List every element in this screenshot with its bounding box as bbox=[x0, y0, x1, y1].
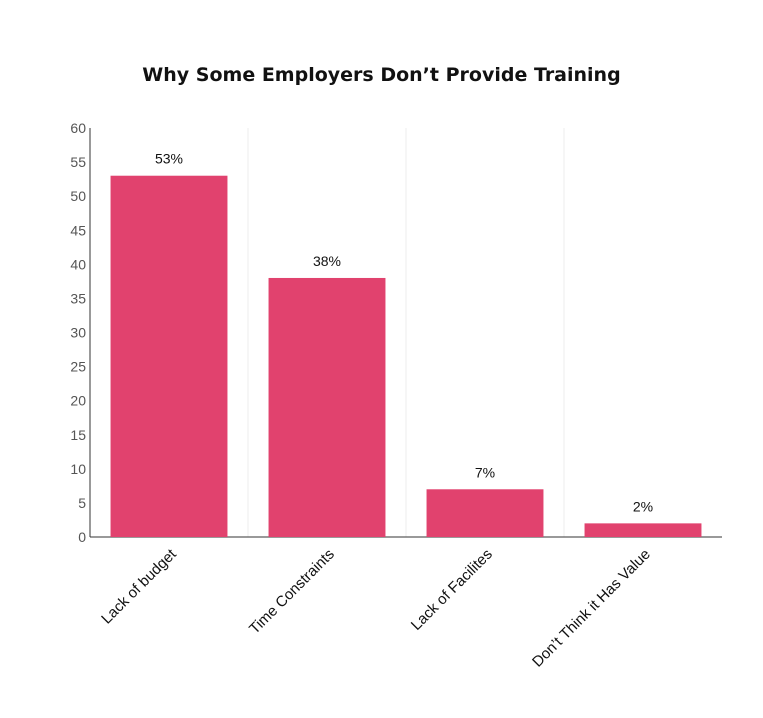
bar-value-label: 7% bbox=[475, 464, 495, 480]
data-labels: 53% 38% 7% 2% bbox=[155, 151, 653, 515]
y-tick-label: 30 bbox=[70, 325, 86, 341]
y-tick-label: 0 bbox=[78, 529, 86, 545]
y-axis-ticks: 0 5 10 15 20 25 30 35 40 45 50 55 60 bbox=[70, 120, 86, 545]
y-tick-label: 45 bbox=[70, 222, 86, 238]
y-tick-label: 5 bbox=[78, 495, 86, 511]
bar-value-label: 2% bbox=[633, 498, 653, 514]
y-tick-label: 35 bbox=[70, 290, 86, 306]
bar-value-label: 38% bbox=[313, 253, 341, 269]
x-category-label: Time Constraints bbox=[246, 546, 338, 638]
category-labels: Lack of budget Time Constraints Lack of Fa… bbox=[98, 545, 654, 670]
bar bbox=[584, 523, 702, 537]
y-tick-label: 50 bbox=[70, 188, 86, 204]
y-tick-label: 60 bbox=[70, 120, 86, 136]
x-category-label: Lack of budget bbox=[98, 545, 180, 627]
bar bbox=[110, 175, 228, 537]
y-tick-label: 40 bbox=[70, 256, 86, 272]
y-tick-label: 55 bbox=[70, 154, 86, 170]
bars bbox=[110, 175, 702, 537]
y-tick-label: 10 bbox=[70, 461, 86, 477]
grid-lines bbox=[247, 128, 565, 537]
x-category-label: Lack of Facilites bbox=[408, 546, 496, 634]
bar bbox=[268, 277, 386, 537]
y-tick-label: 20 bbox=[70, 393, 86, 409]
x-category-label: Don’t Think it Has Value bbox=[529, 546, 654, 671]
chart-title: Why Some Employers Don’t Provide Trainin… bbox=[142, 64, 621, 86]
bar-value-label: 53% bbox=[155, 151, 183, 167]
bar bbox=[426, 489, 544, 537]
y-tick-label: 25 bbox=[70, 359, 86, 375]
y-tick-label: 15 bbox=[70, 427, 86, 443]
